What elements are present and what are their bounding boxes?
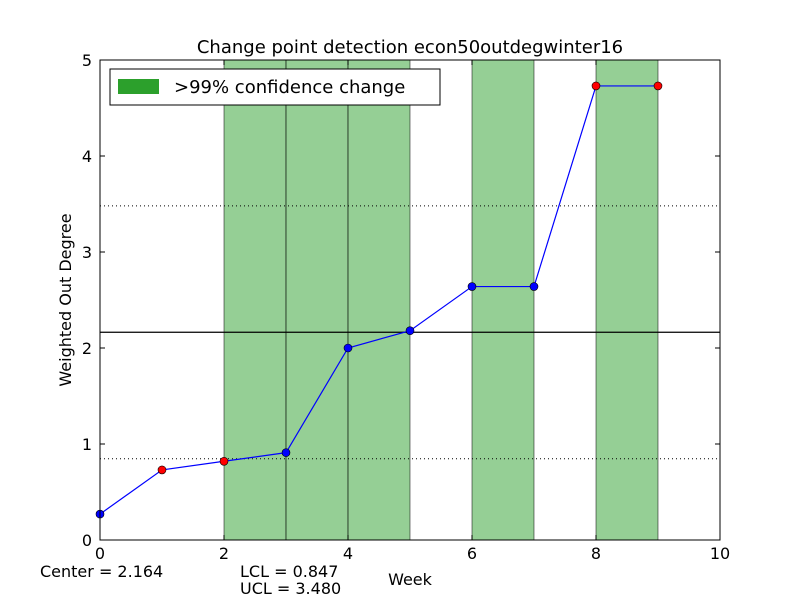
chart-title: Change point detection econ50outdegwinte…: [197, 37, 623, 58]
data-point-out-of-control: [157, 465, 167, 475]
change-span-0: [223, 59, 287, 541]
legend-label: >99% confidence change: [174, 77, 405, 98]
y-axis-label: Weighted Out Degree: [56, 213, 75, 386]
data-point-out-of-control: [653, 81, 663, 91]
x-tick-label: 4: [343, 544, 353, 563]
data-point: [529, 282, 539, 291]
legend-swatch: [118, 79, 159, 94]
y-tick-label: 1: [82, 435, 92, 454]
change-span-3: [471, 59, 535, 541]
data-point: [343, 343, 353, 353]
data-point: [405, 326, 415, 336]
x-tick-label: 10: [710, 544, 730, 563]
ticks: 0 2 4 6 8 10 0 1 2 3 4 5: [82, 51, 730, 563]
center-text: Center = 2.164: [40, 562, 163, 581]
series-line: [99, 85, 658, 515]
ucl-text: UCL = 3.480: [240, 579, 341, 598]
y-tick-label: 4: [82, 147, 92, 166]
data-point-out-of-control: [591, 81, 601, 91]
y-tick-label: 0: [82, 531, 92, 550]
y-tick-label: 3: [82, 243, 92, 262]
y-tick-label: 5: [82, 51, 92, 70]
x-axis-label: Week: [388, 570, 433, 589]
lcl-text: LCL = 0.847: [240, 562, 338, 581]
change-spans: [223, 59, 659, 541]
x-tick-label: 2: [219, 544, 229, 563]
legend-box: [109, 68, 441, 106]
change-span-2: [347, 59, 411, 541]
x-tick-label: 8: [591, 544, 601, 563]
x-tick-label: 6: [467, 544, 477, 563]
data-point-out-of-control: [219, 456, 229, 466]
x-tick-label: 0: [95, 544, 105, 563]
y-tick-label: 2: [82, 339, 92, 358]
data-point: [281, 448, 291, 457]
series: [95, 81, 663, 519]
legend: >99% confidence change: [109, 68, 441, 106]
data-point: [467, 282, 477, 291]
plot-frame: [99, 59, 721, 541]
change-span-4: [595, 59, 659, 541]
change-span-1: [285, 59, 349, 541]
